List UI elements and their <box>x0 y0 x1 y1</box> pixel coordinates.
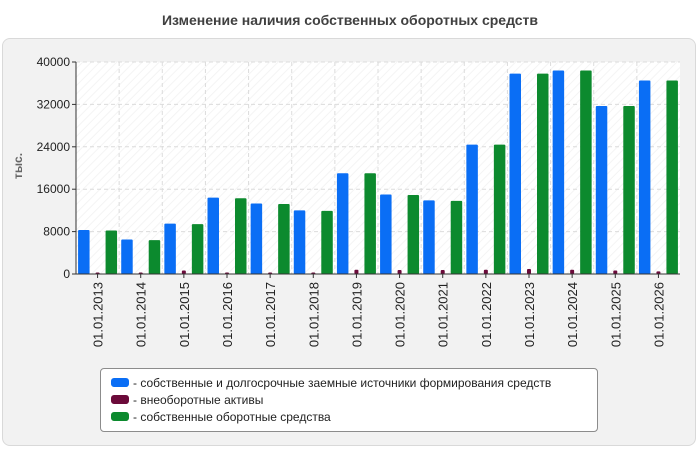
x-tick-label: 01.01.2017 <box>263 282 278 347</box>
bar-series-2 <box>613 270 618 274</box>
bar-series-2 <box>181 270 186 274</box>
y-axis: 0 8000 16000 24000 32000 40000 <box>37 55 77 281</box>
y-tick-label: 0 <box>63 267 70 281</box>
bar-series-1 <box>164 223 176 274</box>
x-tick-label: 01.01.2022 <box>479 282 494 347</box>
bar-series-2 <box>397 270 402 274</box>
bar-series-1 <box>121 239 133 274</box>
bar-series-3 <box>580 70 592 274</box>
legend-label: - собственные оборотные средства <box>133 409 331 424</box>
bars <box>78 70 678 275</box>
bar-series-1 <box>509 73 521 274</box>
bar-series-3 <box>450 200 463 274</box>
bar-series-1 <box>466 144 478 274</box>
bar-series-3 <box>235 198 247 274</box>
legend-label: - внеоборотные активы <box>133 392 264 407</box>
bar-series-1 <box>595 105 608 275</box>
bar-series-2 <box>354 269 359 274</box>
bar-series-3 <box>623 105 635 275</box>
legend-swatch-series-2 <box>111 395 129 404</box>
y-tick-label: 8000 <box>43 225 70 239</box>
bar-series-1 <box>293 210 306 274</box>
legend-swatch-series-1 <box>111 378 129 387</box>
x-tick-label: 01.01.2019 <box>349 282 364 347</box>
y-tick-label: 32000 <box>37 97 71 111</box>
grid-lines <box>76 61 680 274</box>
bar-series-3 <box>666 80 678 274</box>
bar-series-3 <box>537 73 549 274</box>
y-axis-label: тыс. <box>11 153 25 179</box>
bar-series-2 <box>570 269 575 274</box>
bar-series-1 <box>380 194 392 274</box>
x-tick-label: 01.01.2016 <box>220 282 235 347</box>
bar-series-3 <box>364 173 376 274</box>
x-tick-label: 01.01.2023 <box>522 282 537 347</box>
bar-series-2 <box>483 269 488 274</box>
bar-series-2 <box>527 268 531 274</box>
bar-series-2 <box>440 270 445 274</box>
x-tick-label: 01.01.2025 <box>608 282 623 347</box>
legend-swatch-series-3 <box>111 412 129 421</box>
bar-series-3 <box>407 195 420 274</box>
bar-series-1 <box>207 197 219 274</box>
x-tick-label: 01.01.2018 <box>306 282 321 347</box>
legend-item: - внеоборотные активы <box>111 391 597 408</box>
x-tick-label: 01.01.2013 <box>91 282 106 347</box>
bar-series-3 <box>493 144 506 274</box>
y-tick-label: 16000 <box>37 182 71 196</box>
bar-series-3 <box>278 204 290 274</box>
x-tick-label: 01.01.2021 <box>436 282 451 347</box>
bar-series-3 <box>191 224 204 274</box>
bar-series-1 <box>336 173 349 274</box>
bar-series-1 <box>638 80 651 274</box>
x-tick-label: 01.01.2020 <box>393 282 408 347</box>
bar-series-1 <box>423 200 435 274</box>
y-tick-label: 40000 <box>37 55 71 69</box>
bar-series-3 <box>105 230 118 274</box>
legend-item: - собственные оборотные средства <box>111 408 597 425</box>
bar-series-1 <box>250 203 263 274</box>
x-tick-label: 01.01.2026 <box>651 282 666 347</box>
x-tick-label: 01.01.2024 <box>565 282 580 347</box>
x-axis: 01.01.2013 01.01.2014 01.01.2015 01.01.2016… <box>76 273 680 347</box>
x-tick-label: 01.01.2014 <box>134 282 149 347</box>
x-tick-label: 01.01.2015 <box>177 282 192 347</box>
legend-item: - собственные и долгосрочные заемные ист… <box>111 374 597 391</box>
bar-series-3 <box>148 240 161 274</box>
bar-series-2 <box>656 271 661 274</box>
bar-series-1 <box>78 230 90 274</box>
bar-series-3 <box>321 210 333 274</box>
y-tick-label: 24000 <box>37 140 71 154</box>
legend: - собственные и долгосрочные заемные ист… <box>100 368 598 432</box>
bar-series-1 <box>552 70 565 274</box>
chart-title: Изменение наличия собственных оборотных … <box>161 12 539 28</box>
legend-label: - собственные и долгосрочные заемные ист… <box>133 375 552 390</box>
